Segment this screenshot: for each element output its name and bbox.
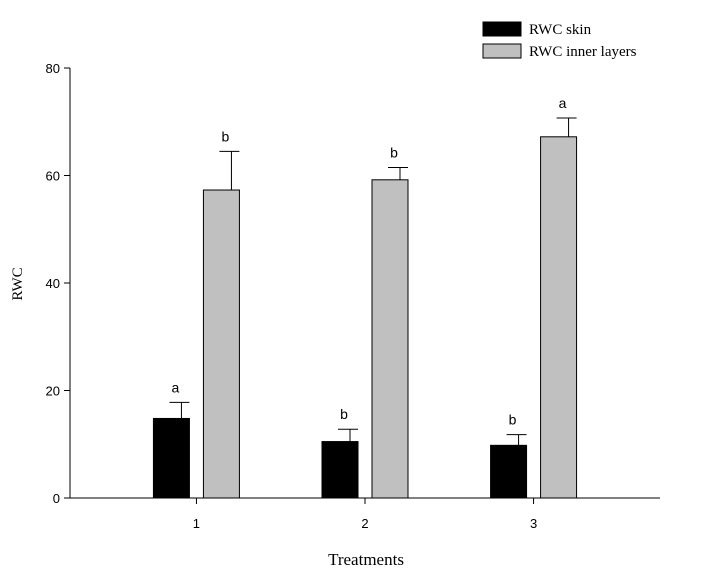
bars: a b b b b a bbox=[152, 95, 578, 499]
y-axis-title: RWC bbox=[10, 267, 26, 300]
y-tick-label: 0 bbox=[53, 491, 60, 506]
legend-swatch bbox=[482, 43, 522, 59]
bar bbox=[490, 444, 528, 499]
legend-label: RWC inner layers bbox=[529, 44, 637, 60]
bar bbox=[540, 136, 578, 499]
significance-label: a bbox=[559, 95, 567, 111]
bar bbox=[152, 417, 190, 499]
significance-label: a bbox=[172, 379, 180, 395]
legend: RWC skin RWC inner layers bbox=[482, 21, 637, 60]
x-tick-label: 2 bbox=[361, 516, 368, 531]
y-tick-label: 40 bbox=[46, 276, 60, 291]
significance-label: b bbox=[340, 406, 348, 422]
bar bbox=[371, 179, 409, 499]
y-tick-label: 20 bbox=[46, 384, 60, 399]
y-tick-label: 80 bbox=[46, 61, 60, 76]
y-axis: 0 20 40 60 80 bbox=[46, 61, 71, 506]
x-tick-label: 3 bbox=[530, 516, 537, 531]
significance-label: b bbox=[390, 144, 398, 160]
significance-label: b bbox=[222, 128, 230, 144]
bar bbox=[321, 441, 359, 499]
significance-label: b bbox=[509, 412, 517, 428]
bar bbox=[202, 189, 240, 499]
y-tick-label: 60 bbox=[46, 169, 60, 184]
x-axis-title: Treatments bbox=[328, 550, 404, 569]
x-axis: 1 2 3 bbox=[70, 497, 660, 531]
legend-swatch bbox=[482, 21, 522, 37]
x-tick-label: 1 bbox=[193, 516, 200, 531]
legend-label: RWC skin bbox=[529, 22, 592, 38]
